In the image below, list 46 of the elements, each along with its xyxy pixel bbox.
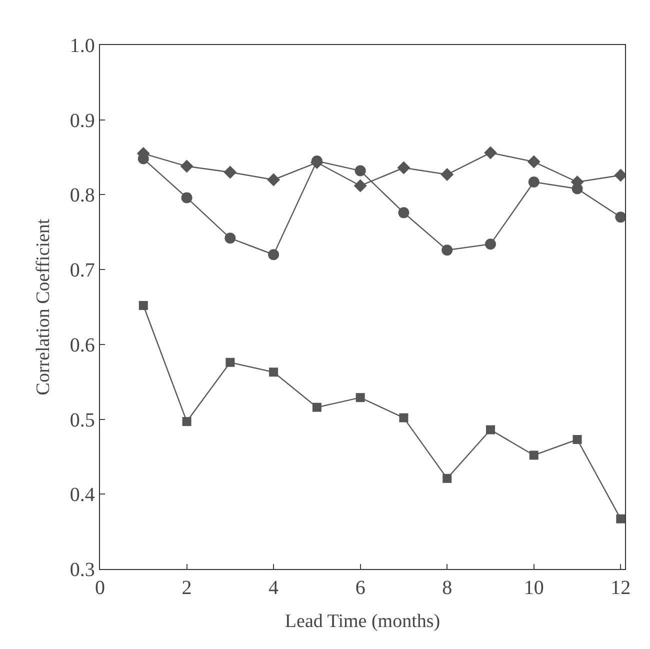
point (354, 165, 366, 176)
point (181, 192, 192, 204)
point (268, 249, 280, 260)
point (486, 425, 495, 434)
point (224, 232, 236, 244)
x-tick-label: 0 (95, 577, 105, 600)
point (224, 166, 237, 179)
y-tick-label: 0.7 (70, 260, 95, 282)
point (182, 417, 192, 426)
point (354, 179, 367, 192)
x-tick-label: 10 (524, 577, 544, 600)
y-tick-label: 0.3 (70, 559, 95, 581)
y-tick-label: 1.0 (70, 35, 95, 57)
point (616, 514, 625, 524)
y-tick-label: 0.9 (70, 110, 95, 132)
y-tick-label: 0.6 (70, 334, 95, 356)
point (572, 435, 582, 444)
point (180, 160, 194, 173)
point (442, 244, 453, 256)
point (267, 173, 280, 186)
point (485, 238, 496, 250)
point (615, 212, 625, 223)
y-axis-title: Correlation Coefficient (32, 218, 54, 396)
point (484, 146, 497, 160)
point (138, 301, 148, 310)
y-tick-label: 0.4 (70, 484, 95, 506)
x-tick-label: 8 (442, 577, 452, 600)
x-tick-label: 4 (268, 577, 279, 600)
point (527, 155, 540, 168)
x-tick-label: 6 (355, 577, 366, 600)
point (528, 176, 540, 188)
point (397, 161, 410, 174)
x-tick-label: 12 (610, 577, 631, 600)
point (529, 450, 538, 460)
point (356, 393, 365, 402)
point (442, 474, 452, 483)
y-tick-label: 0.8 (70, 184, 95, 207)
point (269, 368, 278, 377)
point (312, 402, 322, 412)
point (226, 358, 235, 367)
x-axis-title: Lead Time (months) (284, 610, 440, 632)
point (398, 207, 410, 218)
y-tick-label: 0.5 (70, 409, 95, 432)
x-tick-label: 2 (182, 577, 192, 600)
point (440, 168, 454, 181)
point (399, 413, 408, 422)
